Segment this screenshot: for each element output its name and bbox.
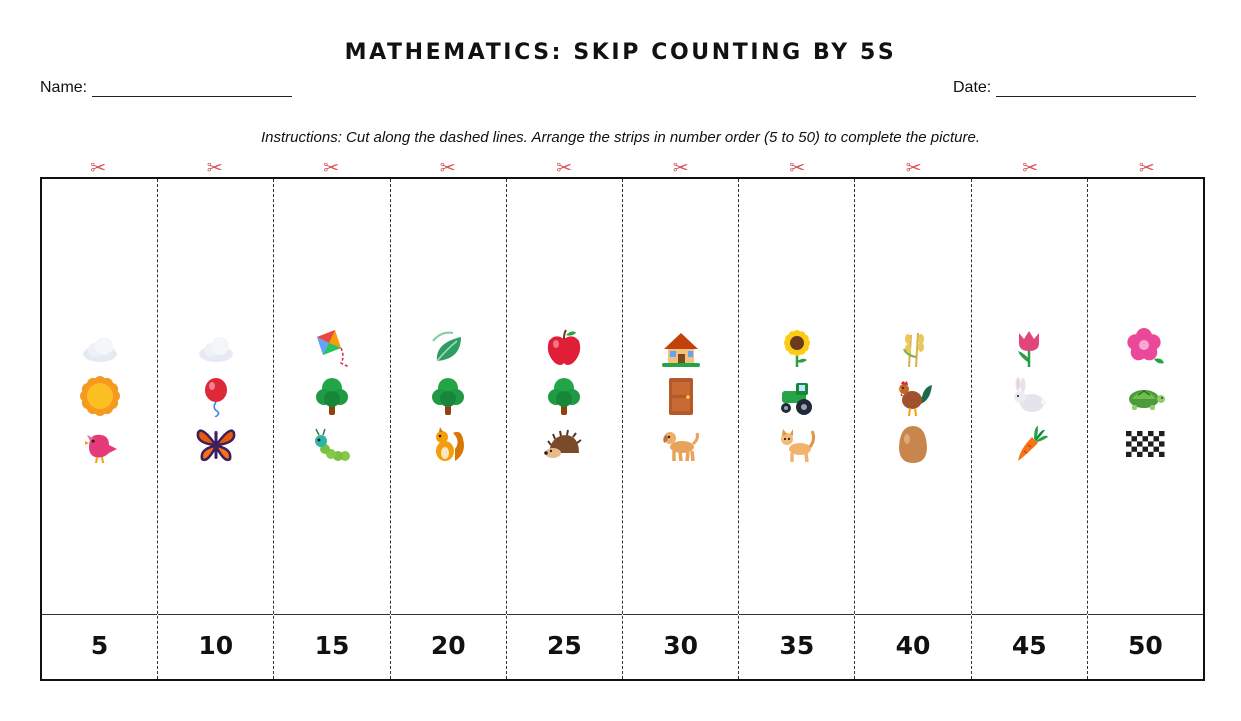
strip-number: 5	[42, 614, 158, 679]
kite-icon	[311, 327, 353, 369]
wheat-icon	[892, 327, 934, 369]
name-field: Name:	[40, 79, 293, 97]
tractor-icon	[776, 375, 818, 417]
cloud-icon	[79, 327, 121, 369]
hedgehog-icon	[543, 423, 585, 465]
rooster-icon	[892, 375, 934, 417]
scissors-icon: ✂	[1022, 157, 1039, 179]
cut-strip[interactable]: 30	[622, 179, 739, 679]
strip-number: 30	[623, 614, 739, 679]
turtle-icon	[1124, 375, 1166, 417]
tree-icon	[427, 375, 469, 417]
strip-number: 40	[855, 614, 971, 679]
tree-icon	[543, 375, 585, 417]
cut-strip[interactable]: 15	[273, 179, 390, 679]
strip-number: 50	[1087, 614, 1204, 679]
strip-picture	[274, 327, 389, 473]
scissors-icon: ✂	[206, 157, 223, 179]
strip-picture	[391, 327, 506, 473]
cloud-icon	[195, 327, 237, 369]
strip-picture	[739, 327, 854, 473]
door-icon	[660, 375, 702, 417]
strip-number: 45	[971, 614, 1087, 679]
tulip-icon	[1008, 327, 1050, 369]
scissors-icon: ✂	[90, 157, 107, 179]
house-icon	[660, 327, 702, 369]
squirrel-icon	[427, 423, 469, 465]
checkered-flag-icon	[1124, 423, 1166, 465]
butterfly-icon	[195, 423, 237, 465]
scissors-icon: ✂	[556, 157, 573, 179]
rabbit-icon	[1008, 375, 1050, 417]
carrot-icon	[1008, 423, 1050, 465]
scissors-row: ✂ ✂ ✂ ✂ ✂ ✂ ✂ ✂ ✂ ✂	[40, 157, 1205, 179]
scissors-icon: ✂	[789, 157, 806, 179]
hibiscus-icon	[1124, 327, 1166, 369]
scissors-icon: ✂	[439, 157, 456, 179]
strip-picture	[855, 327, 970, 473]
caterpillar-icon	[311, 423, 353, 465]
strip-picture	[158, 327, 273, 473]
scissors-icon: ✂	[905, 157, 922, 179]
leaf-icon	[427, 327, 469, 369]
strip-picture	[42, 327, 157, 473]
cut-strip[interactable]: 40	[854, 179, 971, 679]
strip-picture	[1088, 327, 1203, 473]
dog-icon	[660, 423, 702, 465]
strip-picture	[972, 327, 1087, 473]
instructions-text: Instructions: Cut along the dashed lines…	[261, 129, 980, 146]
strip-picture	[623, 327, 738, 473]
bird-icon	[79, 423, 121, 465]
scissors-icon: ✂	[672, 157, 689, 179]
cut-strip[interactable]: 5	[42, 179, 158, 679]
sunflower-icon	[776, 327, 818, 369]
cut-strip[interactable]: 20	[389, 179, 506, 679]
strip-picture	[507, 327, 622, 473]
egg-icon	[892, 423, 934, 465]
date-blank-line[interactable]	[996, 82, 1197, 97]
cut-strip[interactable]: 45	[970, 179, 1087, 679]
name-label: Name:	[40, 79, 88, 96]
strip-number: 20	[390, 614, 506, 679]
date-label: Date:	[953, 79, 992, 96]
apple-icon	[543, 327, 585, 369]
strip-number: 35	[739, 614, 855, 679]
page-title: MATHEMATICS: SKIP COUNTING BY 5S	[344, 40, 897, 65]
strip-number: 10	[158, 614, 274, 679]
sun-icon	[79, 375, 121, 417]
balloon-icon	[195, 375, 237, 417]
cut-strip[interactable]: 35	[738, 179, 855, 679]
cut-strip[interactable]: 10	[157, 179, 274, 679]
strip-number: 25	[506, 614, 623, 679]
cat-icon	[776, 423, 818, 465]
cut-strip[interactable]: 25	[505, 179, 623, 679]
date-field: Date:	[953, 79, 1197, 97]
cut-strip[interactable]: 50	[1086, 179, 1204, 679]
tree-icon	[311, 375, 353, 417]
scissors-icon: ✂	[1138, 157, 1155, 179]
strip-board: 5 10 15 20 25 30 35 40 45 50	[40, 177, 1205, 681]
scissors-icon: ✂	[323, 157, 340, 179]
strip-number: 15	[274, 614, 390, 679]
name-blank-line[interactable]	[92, 82, 293, 97]
